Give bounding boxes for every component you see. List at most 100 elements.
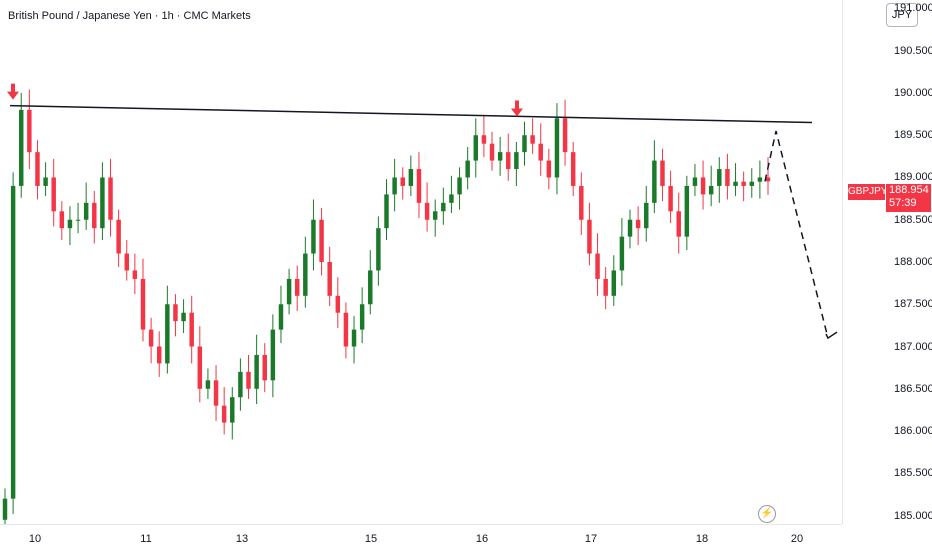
candle	[473, 135, 479, 161]
candle	[530, 135, 535, 144]
candle	[303, 253, 308, 296]
candle	[684, 185, 690, 237]
candle	[19, 109, 24, 186]
candle	[10, 185, 16, 499]
price-scale[interactable]	[842, 0, 932, 524]
candle	[522, 135, 527, 153]
candle	[327, 262, 332, 296]
candle	[294, 278, 300, 296]
candle	[668, 185, 673, 212]
symbol-price-label: GBPJPY	[848, 184, 887, 200]
candle	[733, 181, 738, 186]
candle	[156, 346, 162, 364]
candle	[140, 278, 146, 330]
candle	[400, 177, 405, 186]
candle	[67, 219, 73, 229]
candle	[595, 253, 600, 279]
price-tick-label: 188.500	[894, 213, 932, 226]
candle	[270, 329, 276, 381]
candle	[749, 181, 754, 186]
candle	[335, 295, 341, 313]
candle	[189, 312, 194, 347]
candle	[83, 202, 89, 220]
candle	[392, 177, 397, 195]
candle	[238, 371, 243, 398]
candle	[676, 211, 681, 237]
candle	[562, 118, 568, 153]
candle	[652, 160, 657, 203]
resistance-trendline[interactable]	[9, 104, 813, 124]
candle	[635, 219, 641, 229]
candle	[416, 169, 422, 203]
projection-path[interactable]	[764, 130, 829, 339]
price-tick-label: 185.000	[894, 509, 932, 522]
candle	[221, 405, 227, 423]
candle	[546, 160, 552, 178]
candle	[424, 202, 430, 220]
time-scale[interactable]	[0, 524, 842, 551]
candle	[100, 177, 105, 229]
price-tick-label: 191.000	[894, 2, 932, 15]
peak-arrow-icon[interactable]	[7, 83, 19, 100]
candle	[92, 202, 97, 229]
candle	[197, 346, 203, 389]
candle	[457, 177, 462, 195]
candle	[384, 194, 389, 229]
candle	[148, 329, 154, 347]
candle	[579, 185, 584, 220]
price-tick-label: 187.000	[894, 340, 932, 353]
candle	[108, 177, 113, 220]
candle	[497, 152, 503, 161]
candle	[368, 270, 373, 305]
candle	[611, 270, 617, 296]
candle	[408, 169, 414, 186]
candle	[465, 160, 470, 178]
peak-arrow-icon[interactable]	[511, 100, 523, 117]
price-tick-label: 187.500	[894, 298, 932, 311]
candle	[757, 177, 763, 182]
candle	[116, 219, 121, 254]
candle	[765, 177, 771, 182]
chart-title: British Pound / Japanese Yen · 1h · CMC …	[6, 9, 253, 23]
time-tick-label: 16	[475, 533, 489, 545]
candle	[554, 118, 560, 178]
price-tick-label: 189.000	[894, 171, 932, 184]
time-tick-label: 15	[364, 533, 378, 545]
candle	[627, 219, 633, 237]
candle	[311, 219, 316, 254]
candle	[441, 202, 446, 212]
candle	[278, 304, 284, 330]
candle	[376, 228, 381, 271]
candle	[660, 160, 665, 186]
candle	[319, 219, 324, 262]
time-tick-label: 18	[695, 533, 709, 545]
chart-area[interactable]	[0, 0, 842, 530]
candle	[286, 278, 292, 305]
currency-button[interactable]: JPY	[886, 3, 918, 27]
candle	[132, 270, 138, 279]
candle	[2, 498, 8, 520]
candle	[173, 304, 178, 322]
candle	[246, 371, 251, 389]
candle	[35, 152, 40, 186]
price-tick-label: 190.000	[894, 86, 932, 99]
candle	[700, 177, 706, 195]
price-tick-label: 190.500	[894, 44, 932, 57]
candlestick-chart[interactable]	[0, 0, 842, 530]
projection-arrowhead	[825, 331, 838, 340]
candle	[59, 211, 65, 229]
time-tick-label: 13	[235, 533, 249, 545]
candle	[181, 312, 186, 322]
candle	[343, 312, 349, 347]
last-price-label: 188.954 57:39	[886, 184, 931, 212]
price-tick-label: 188.000	[894, 256, 932, 268]
candle	[254, 354, 259, 389]
bar-countdown: 57:39	[889, 197, 917, 209]
time-tick-label: 11	[140, 533, 152, 545]
tradingview-logo-icon[interactable]: ⚡	[758, 505, 776, 523]
price-tick-label: 189.500	[894, 129, 932, 142]
candle	[692, 177, 698, 186]
candle	[587, 219, 592, 254]
candle	[570, 152, 576, 186]
candle	[717, 169, 722, 186]
